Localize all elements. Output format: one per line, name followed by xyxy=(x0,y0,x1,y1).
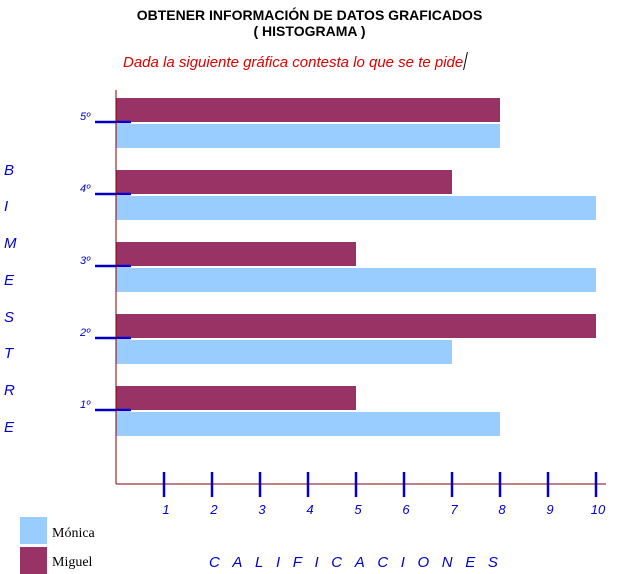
bar-miguel-2 xyxy=(116,314,596,338)
bar-monica-4 xyxy=(116,196,596,220)
y-tick-label-4: 4º xyxy=(80,183,91,195)
x-tick-label-7: 7 xyxy=(450,502,458,517)
bar-monica-2 xyxy=(116,340,452,364)
legend-swatch-miguel xyxy=(20,547,47,574)
x-tick-label-10: 10 xyxy=(591,502,606,517)
y-axis-title-letter: T xyxy=(4,345,14,362)
x-tick-label-3: 3 xyxy=(258,502,266,517)
bar-miguel-1 xyxy=(116,386,356,410)
y-axis-title-letter: M xyxy=(4,235,17,252)
legend-label-monica: Mónica xyxy=(52,526,95,541)
bar-miguel-4 xyxy=(116,170,452,194)
y-axis-title-letter: I xyxy=(4,198,9,215)
instruction-text: Dada la siguiente gráfica contesta lo qu… xyxy=(123,52,469,71)
page-title: OBTENER INFORMACIÓN DE DATOS GRAFICADOS xyxy=(136,7,483,23)
x-tick-label-5: 5 xyxy=(354,502,362,517)
x-tick-label-9: 9 xyxy=(546,502,553,517)
x-tick-label-4: 4 xyxy=(306,502,313,517)
bar-miguel-5 xyxy=(116,98,500,122)
y-tick-label-5: 5º xyxy=(80,111,91,123)
page-subtitle: ( HISTOGRAMA ) xyxy=(253,23,366,39)
x-tick-label-2: 2 xyxy=(209,502,218,517)
y-axis-title-letter: E xyxy=(4,419,15,436)
y-tick-label-1: 1º xyxy=(80,399,91,411)
y-tick-label-2: 2º xyxy=(79,327,91,339)
bar-monica-1 xyxy=(116,412,500,436)
x-axis-title: CALIFICACIONES xyxy=(209,554,511,571)
y-axis-title-letter: E xyxy=(4,272,15,289)
x-tick-label-8: 8 xyxy=(498,502,506,517)
y-axis-title-letter: B xyxy=(4,162,15,179)
x-tick-label-6: 6 xyxy=(402,502,410,517)
bar-monica-3 xyxy=(116,268,596,292)
bar-miguel-3 xyxy=(116,242,356,266)
y-axis-title-letter: R xyxy=(4,382,15,399)
legend-swatch-monica xyxy=(20,517,47,544)
bar-monica-5 xyxy=(116,124,500,148)
y-axis-title-letter: S xyxy=(4,309,15,326)
y-tick-label-3: 3º xyxy=(80,255,91,267)
x-tick-label-1: 1 xyxy=(162,502,169,517)
legend-label-miguel: Miguel xyxy=(52,555,93,570)
instruction-label: Dada la siguiente gráfica contesta lo qu… xyxy=(123,54,464,71)
